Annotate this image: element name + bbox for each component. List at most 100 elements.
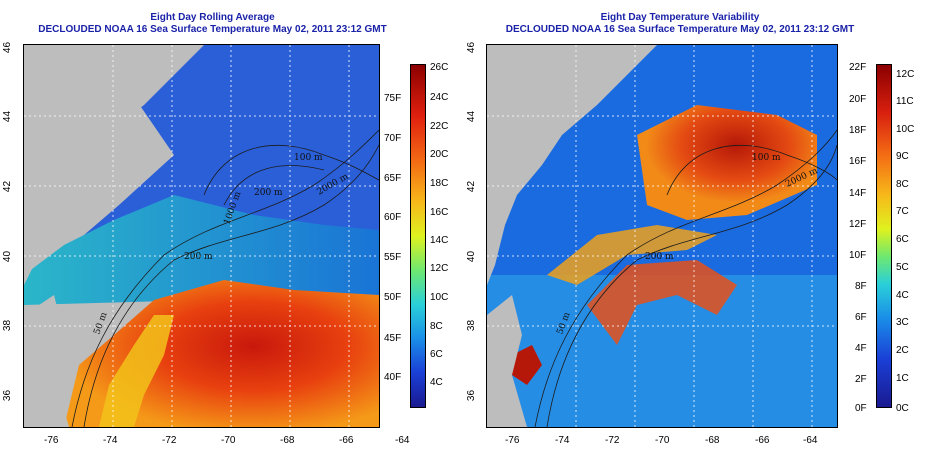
right-map: 100 m 2000 m 200 m 50 m xyxy=(486,44,838,428)
left-map-image: 100 m 200 m 1000 m 2000 m 200 m 50 m xyxy=(24,45,379,427)
right-cb-c-3: 9C xyxy=(896,151,909,162)
right-cb-c-2: 10C xyxy=(896,124,915,135)
right-cb-f-2: 18F xyxy=(849,125,867,136)
left-xtick-66: -66 xyxy=(339,435,354,446)
left-cb-c-5: 16C xyxy=(430,207,449,218)
right-ytick-46: 46 xyxy=(466,41,478,54)
right-xtick-72: -72 xyxy=(605,435,620,446)
right-warm-ring xyxy=(587,260,737,345)
left-cb-f-6: 45F xyxy=(384,333,402,344)
left-ytick-38: 38 xyxy=(2,319,14,332)
left-colorbar xyxy=(410,64,426,408)
left-cb-c-6: 14C xyxy=(430,235,449,246)
left-cb-c-11: 4C xyxy=(430,377,443,388)
right-xtick-74: -74 xyxy=(555,435,570,446)
right-ocean-cyan xyxy=(487,275,837,427)
right-xtick-66: -66 xyxy=(755,435,770,446)
right-ytick-40: 40 xyxy=(466,250,478,263)
left-shelf xyxy=(24,195,379,305)
right-cb-c-0: 12C xyxy=(896,69,915,80)
right-contours xyxy=(534,129,837,427)
right-cb-f-11: 0F xyxy=(855,403,867,414)
right-cb-f-8: 6F xyxy=(855,312,867,323)
right-gridlines xyxy=(487,45,837,427)
right-cb-f-7: 8F xyxy=(855,281,867,292)
right-ytick-42: 42 xyxy=(466,180,478,193)
left-xtick-76: -76 xyxy=(44,435,59,446)
right-cb-f-1: 20F xyxy=(849,94,867,105)
left-cb-c-9: 8C xyxy=(430,321,443,332)
left-cb-c-3: 20C xyxy=(430,149,449,160)
right-cb-c-1: 11C xyxy=(896,96,914,107)
left-contour-label-2: 200 m xyxy=(254,188,283,198)
left-cb-f-4: 55F xyxy=(384,252,402,263)
right-contour-label-3: 200 m xyxy=(645,252,674,262)
left-gridlines xyxy=(24,45,379,427)
left-xtick-64: -64 xyxy=(395,435,410,446)
right-land-south xyxy=(487,295,527,427)
right-title: Eight Day Temperature Variability DECLOU… xyxy=(465,12,895,36)
right-cb-f-3: 16F xyxy=(849,156,867,167)
left-contour-label-5: 200 m xyxy=(184,252,213,262)
left-title: Eight Day Rolling Average DECLOUDED NOAA… xyxy=(0,12,425,36)
right-warm-arc xyxy=(547,225,717,285)
right-cb-f-5: 12F xyxy=(849,219,867,230)
right-map-image: 100 m 2000 m 200 m 50 m xyxy=(487,45,837,427)
left-contour-label-1: 100 m xyxy=(294,153,323,163)
left-land-south xyxy=(24,295,69,427)
right-cb-c-6: 6C xyxy=(896,234,909,245)
left-ytick-42: 42 xyxy=(2,180,14,193)
left-xtick-72: -72 xyxy=(162,435,177,446)
right-cb-c-9: 3C xyxy=(896,317,909,328)
left-title-line2: DECLOUDED NOAA 16 Sea Surface Temperatur… xyxy=(38,24,387,35)
left-cb-f-7: 40F xyxy=(384,372,402,383)
left-cb-c-2: 22C xyxy=(430,121,449,132)
left-cb-c-1: 24C xyxy=(430,92,449,103)
left-xtick-68: -68 xyxy=(280,435,295,446)
right-title-line2: DECLOUDED NOAA 16 Sea Surface Temperatur… xyxy=(505,24,855,35)
right-cb-c-4: 8C xyxy=(896,179,909,190)
left-ytick-44: 44 xyxy=(2,110,14,123)
right-cb-c-12: 0C xyxy=(896,403,909,414)
right-cb-c-7: 5C xyxy=(896,262,909,273)
left-land xyxy=(24,45,204,285)
left-xtick-70: -70 xyxy=(221,435,236,446)
right-cb-c-8: 4C xyxy=(896,290,909,301)
right-cb-c-10: 2C xyxy=(896,345,909,356)
left-contours xyxy=(71,129,379,427)
right-xtick-76: -76 xyxy=(505,435,520,446)
right-cb-f-10: 2F xyxy=(855,374,867,385)
right-cb-c-11: 1C xyxy=(896,373,909,384)
right-ytick-38: 38 xyxy=(466,319,478,332)
right-colorbar xyxy=(876,64,892,408)
right-cb-f-6: 10F xyxy=(849,250,867,261)
left-cb-c-4: 18C xyxy=(430,178,449,189)
left-cb-c-8: 10C xyxy=(430,292,449,303)
right-red-patch xyxy=(512,345,542,385)
left-cb-c-0: 26C xyxy=(430,62,449,73)
left-ytick-46: 46 xyxy=(2,41,14,54)
left-xtick-74: -74 xyxy=(103,435,118,446)
left-cb-f-2: 65F xyxy=(384,173,402,184)
left-map: 100 m 200 m 1000 m 2000 m 200 m 50 m xyxy=(23,44,380,428)
right-hot-zone xyxy=(637,105,817,220)
right-xtick-68: -68 xyxy=(705,435,720,446)
right-cb-f-4: 14F xyxy=(849,188,867,199)
left-cb-c-10: 6C xyxy=(430,349,443,360)
right-land xyxy=(487,45,657,285)
right-contour-label-1: 100 m xyxy=(752,153,781,163)
right-cb-c-5: 7C xyxy=(896,206,909,217)
left-cb-c-7: 12C xyxy=(430,263,449,274)
right-ytick-44: 44 xyxy=(466,110,478,123)
left-ytick-40: 40 xyxy=(2,250,14,263)
right-cb-f-0: 22F xyxy=(849,62,867,73)
left-cb-f-5: 50F xyxy=(384,292,402,303)
right-title-line1: Eight Day Temperature Variability xyxy=(600,12,760,23)
right-xtick-70: -70 xyxy=(655,435,670,446)
left-warm-band xyxy=(99,315,174,427)
left-contour-label-6: 50 m xyxy=(92,311,109,336)
right-cb-f-9: 4F xyxy=(855,343,867,354)
left-cb-f-3: 60F xyxy=(384,212,402,223)
left-cb-f-0: 75F xyxy=(384,93,402,104)
left-cb-f-1: 70F xyxy=(384,133,402,144)
